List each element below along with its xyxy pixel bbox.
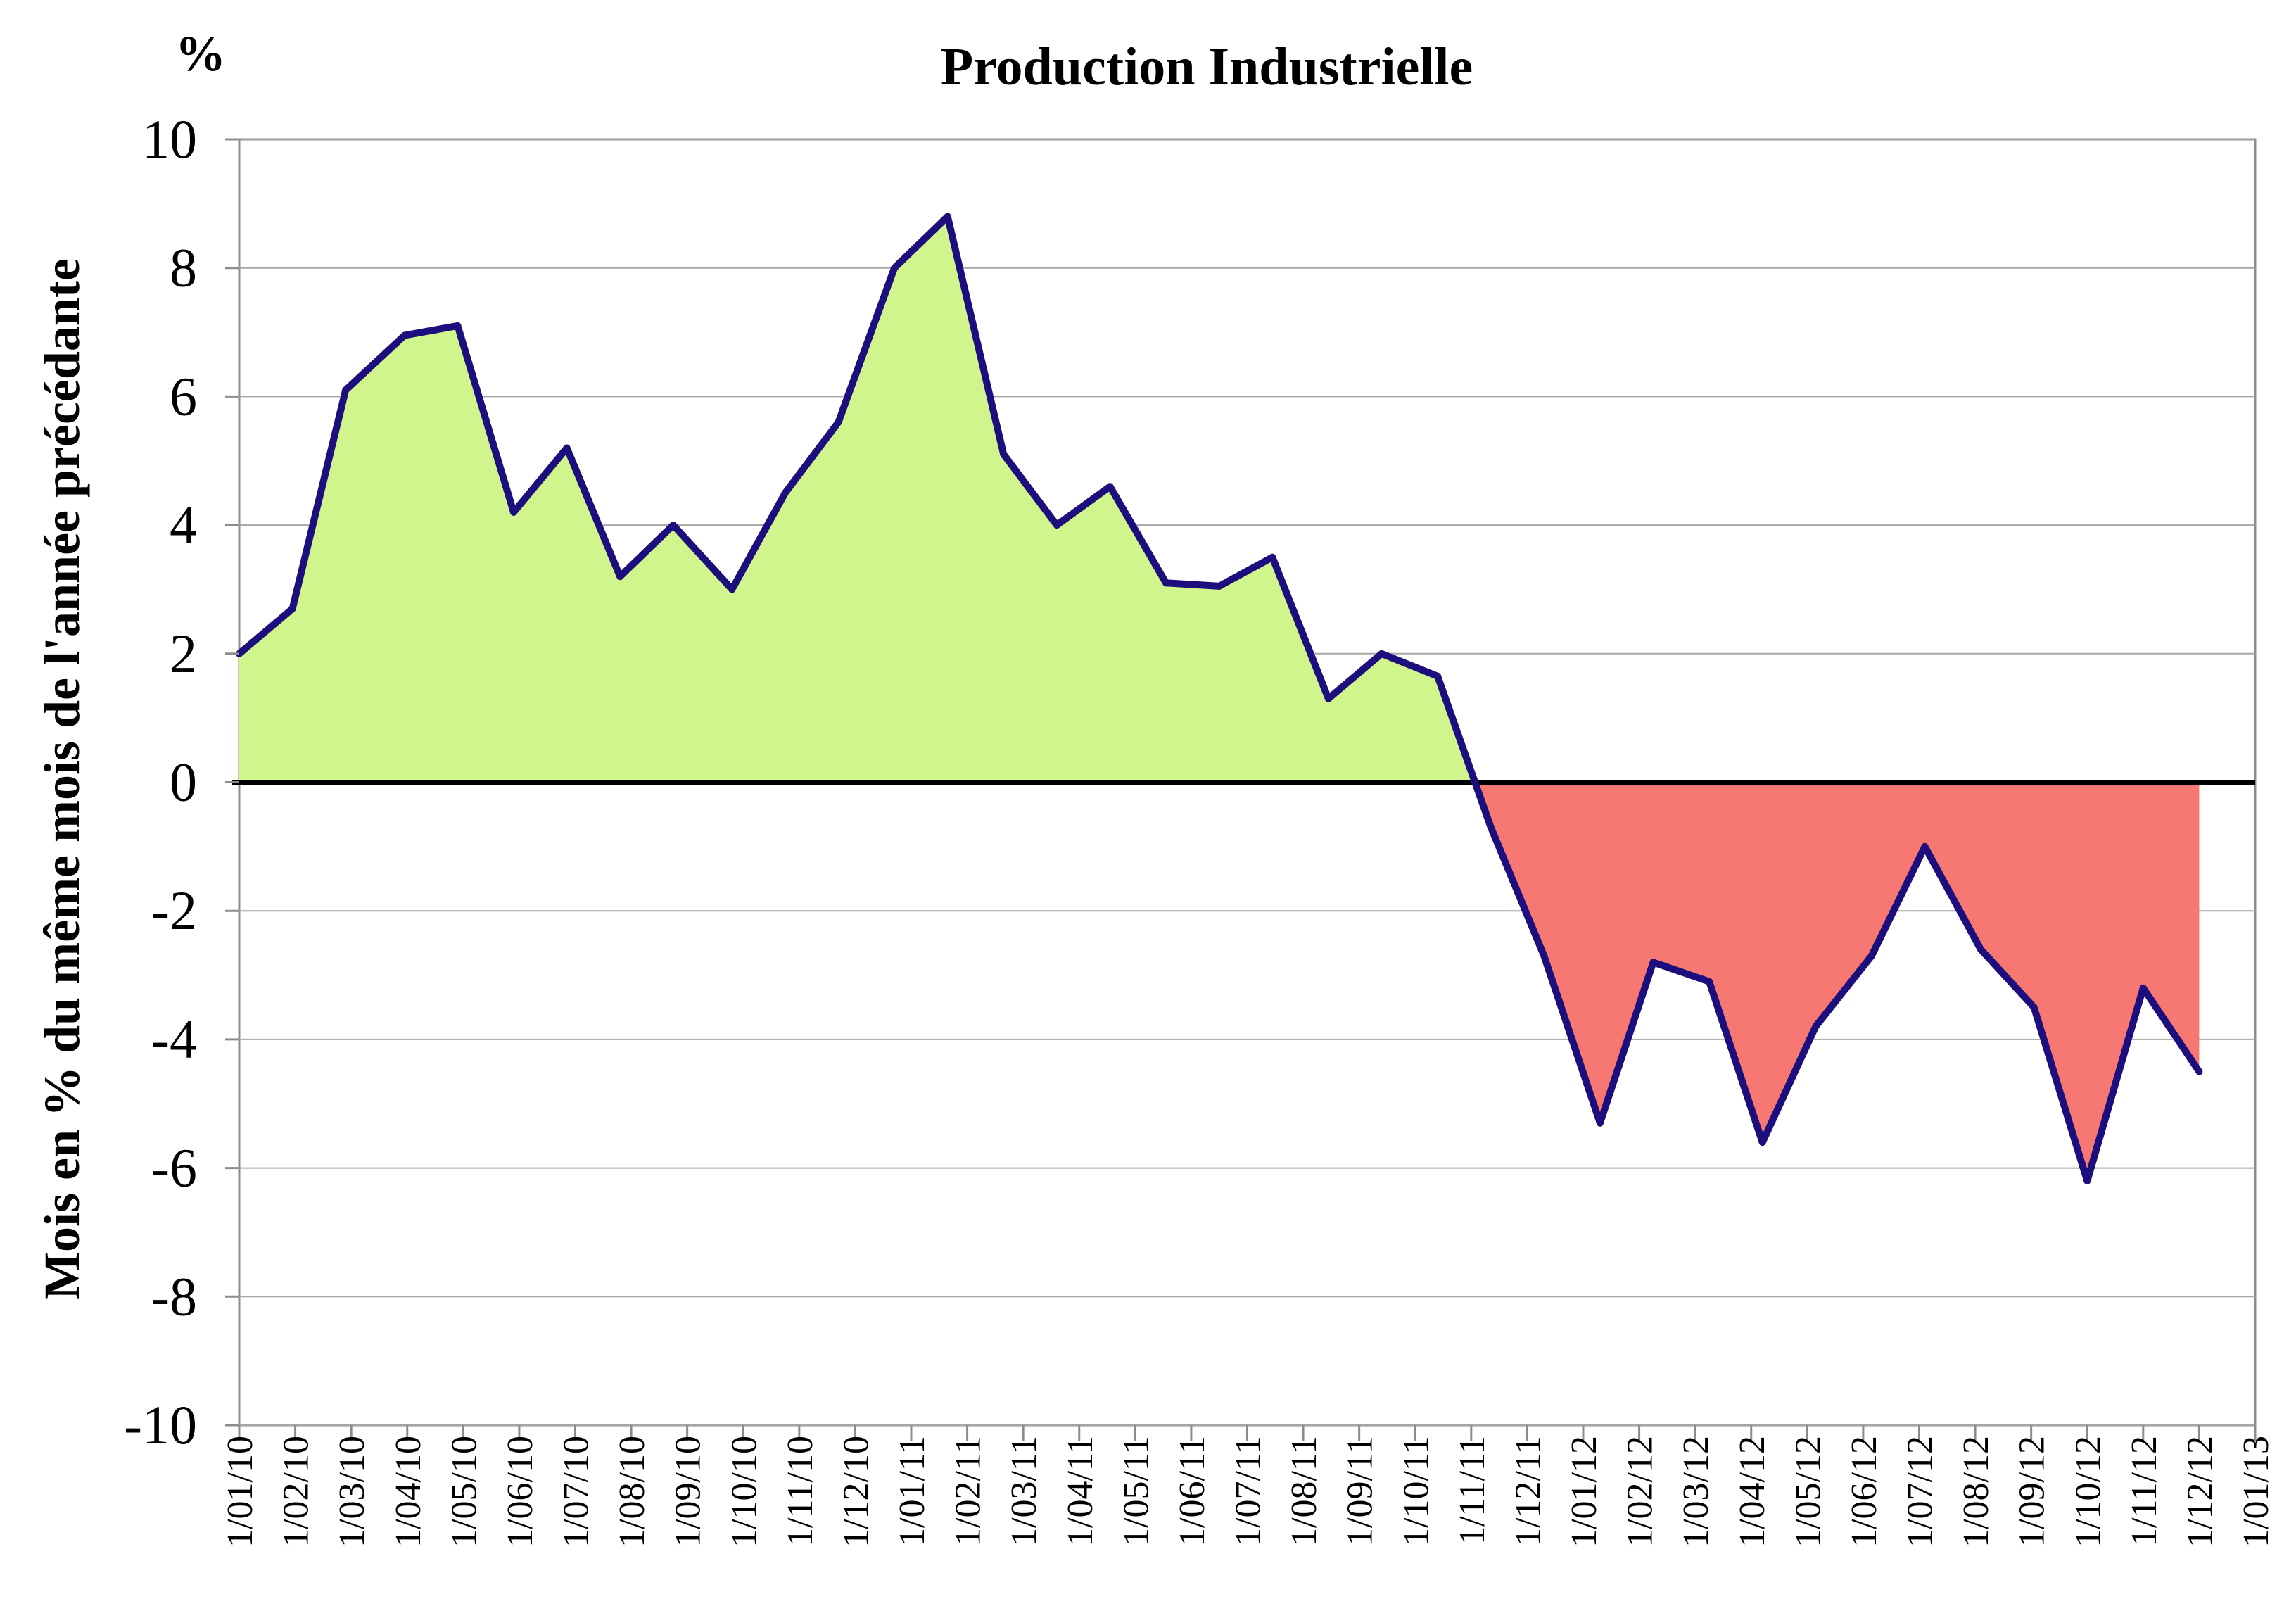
x-tick-label: 1/12/12 (2180, 1436, 2220, 1548)
data-point-1/12/10 (835, 418, 842, 426)
unit-label: % (175, 25, 226, 82)
y-tick-label: 8 (170, 237, 197, 298)
area-fills (239, 216, 2200, 1181)
x-tick-label: 1/04/11 (1060, 1436, 1101, 1546)
x-tick-label: 1/03/12 (1676, 1436, 1716, 1548)
y-axis-label: Mois en % du même mois de l'année précéd… (34, 258, 90, 1300)
y-tick-label: -10 (124, 1394, 197, 1455)
negative-area-fill-1 (1475, 782, 2200, 1181)
positive-area-fill-0 (239, 216, 1476, 783)
data-point-1/12/11 (1487, 823, 1495, 831)
x-tick-label: 1/05/12 (1788, 1436, 1828, 1548)
data-point-1/11/12 (2083, 1177, 2091, 1184)
x-tick-label: 1/04/10 (388, 1436, 429, 1548)
y-tick-label: 0 (170, 752, 197, 813)
x-tick-label: 1/09/12 (2012, 1436, 2053, 1548)
x-tick-label: 1/09/10 (668, 1436, 709, 1548)
data-point-1/02/11 (944, 213, 951, 220)
data-point-1/01/11 (891, 264, 899, 272)
y-tick-label: -4 (151, 1009, 197, 1070)
x-tick-label: 1/08/10 (612, 1436, 652, 1548)
y-tick-label: 4 (170, 494, 197, 555)
x-tick-label: 1/05/10 (444, 1436, 484, 1548)
data-point-1/01/13 (2195, 1068, 2203, 1075)
x-tick-label: 1/02/12 (1620, 1436, 1661, 1548)
x-tick-label: 1/02/10 (277, 1436, 317, 1548)
series-line-group (236, 213, 2203, 1184)
data-point-1/09/12 (1977, 946, 1985, 954)
data-point-1/07/12 (1867, 952, 1875, 960)
y-tick-label: -2 (151, 880, 197, 941)
x-tick-label: 1/01/10 (220, 1436, 260, 1548)
data-point-1/04/10 (400, 331, 408, 339)
data-point-1/09/11 (1324, 695, 1332, 702)
data-point-1/06/10 (509, 508, 517, 516)
data-point-1/08/11 (1269, 553, 1276, 561)
data-point-1/11/11 (1434, 672, 1442, 680)
data-point-1/03/10 (342, 386, 350, 394)
data-point-1/02/12 (1596, 1119, 1604, 1127)
data-point-1/01/12 (1540, 952, 1548, 960)
data-point-1/09/10 (669, 522, 677, 529)
x-tick-label: 1/07/11 (1229, 1436, 1269, 1546)
x-tick-label: 1/08/11 (1284, 1436, 1324, 1546)
x-tick-label: 1/12/11 (1508, 1436, 1548, 1546)
x-tick-label: 1/10/12 (2068, 1436, 2108, 1548)
y-tick-label: -8 (151, 1265, 197, 1327)
x-tick-label: 1/09/11 (1340, 1436, 1381, 1546)
data-point-1/10/10 (728, 586, 736, 593)
x-tick-label: 1/05/11 (1116, 1436, 1156, 1546)
data-point-1/05/11 (1106, 483, 1114, 491)
data-point-1/04/12 (1706, 978, 1713, 985)
data-point-1/07/10 (563, 444, 571, 452)
x-tick-label: 1/01/12 (1564, 1436, 1604, 1548)
x-tick-label: 1/12/10 (836, 1436, 876, 1548)
data-point-1/10/11 (1378, 650, 1385, 657)
data-point-1/03/11 (1000, 450, 1008, 458)
y-tick-label: 10 (142, 108, 197, 170)
data-point-1/03/12 (1649, 959, 1657, 966)
data-point-1/05/12 (1758, 1139, 1766, 1146)
x-tick-label: 1/07/12 (1901, 1436, 1941, 1548)
data-point-1/10/12 (2030, 1004, 2038, 1011)
y-tick-label: 2 (170, 623, 197, 684)
x-tick-label: 1/06/12 (1844, 1436, 1884, 1548)
x-tick-label: 1/01/13 (2236, 1436, 2276, 1548)
y-axis: 10 8 6 4 2 0 -2 -4 -6 -8 -10 (124, 108, 239, 1455)
data-point-1/04/11 (1053, 522, 1060, 529)
data-point-1/06/12 (1812, 1023, 1820, 1030)
y-tick-label: 6 (170, 365, 197, 426)
data-point-1/02/10 (288, 605, 296, 612)
data-point-1/11/10 (781, 489, 789, 497)
data-point-1/06/11 (1162, 579, 1170, 587)
data-point-1/12/12 (2139, 984, 2147, 992)
x-tick-label: 1/10/11 (1396, 1436, 1436, 1546)
x-tick-label: 1/06/11 (1172, 1436, 1212, 1546)
x-tick-label: 1/03/11 (1004, 1436, 1044, 1546)
x-tick-label: 1/11/11 (1452, 1436, 1492, 1545)
x-tick-label: 1/11/10 (780, 1436, 820, 1546)
x-tick-label: 1/01/11 (892, 1436, 932, 1546)
x-tick-label: 1/06/10 (500, 1436, 540, 1548)
x-tick-label: 1/04/12 (1732, 1436, 1772, 1548)
x-axis: 1/01/10 1/02/10 1/03/10 1/04/10 1/05/10 1/06/… (220, 1425, 2276, 1548)
chart-title: Production Industrielle (941, 37, 1473, 96)
x-tick-label: 1/08/12 (1956, 1436, 1996, 1548)
y-tick-label: -6 (151, 1137, 197, 1199)
data-point-1/08/10 (616, 573, 624, 581)
x-tick-label: 1/07/10 (557, 1436, 597, 1548)
x-tick-label: 1/10/10 (724, 1436, 764, 1548)
data-point-1/08/12 (1921, 842, 1929, 850)
data-point-1/07/11 (1215, 582, 1223, 590)
data-point-1/05/10 (454, 322, 462, 329)
x-tick-label: 1/02/11 (949, 1436, 989, 1546)
x-tick-label: 1/03/10 (332, 1436, 372, 1548)
x-tick-label: 1/11/12 (2124, 1436, 2164, 1546)
